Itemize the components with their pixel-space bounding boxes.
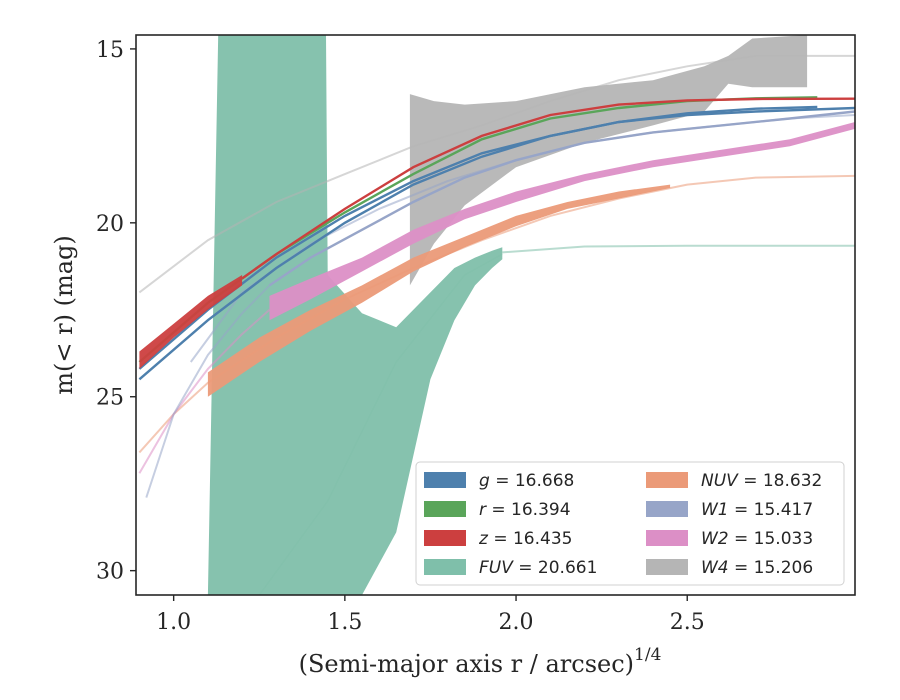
series-w4-band [409, 35, 808, 286]
legend: g = 16.668 r = 16.394 z = 16.435 FUV = 20.6… [415, 461, 845, 586]
series-fuv-line [258, 253, 503, 595]
series-z-line [241, 97, 855, 280]
legend-label-r: r = 16.394 [479, 500, 571, 520]
legend-label-z: z = 16.435 [478, 529, 572, 549]
legend-label-w1: W1 = 15.417 [701, 500, 813, 520]
legend-label-w2: W2 = 15.033 [701, 529, 813, 549]
legend-swatch-z [424, 530, 466, 546]
series-w1-extrapolation [145, 284, 271, 498]
x-tick-label: 1.5 [327, 610, 362, 635]
x-axis-title: (Semi-major axis r / arcsec)1/4 [299, 645, 662, 678]
legend-label-w4: W4 = 15.206 [701, 558, 813, 578]
series-w2-band [269, 122, 855, 321]
legend-swatch-g [424, 472, 466, 488]
x-axis-title-sup: 1/4 [634, 645, 661, 665]
x-tick-label: 2.5 [670, 610, 705, 635]
y-tick-label: 25 [96, 386, 124, 411]
y-axis: 15 20 25 30 [96, 38, 136, 585]
series-w2-extrapolation [138, 309, 271, 474]
legend-swatch-w1 [646, 501, 688, 517]
series-g-line-2 [138, 106, 855, 370]
legend-swatch-w2 [646, 530, 688, 546]
plot-frame [135, 34, 856, 596]
legend-label-g: g = 16.668 [479, 471, 574, 491]
y-tick-label: 15 [96, 38, 124, 63]
series-g-line [138, 105, 818, 381]
legend-swatch-nuv [646, 472, 688, 488]
series-fuv-extrapolation [502, 244, 855, 254]
legend-frame [415, 461, 845, 586]
legend-swatch-w4 [646, 559, 688, 575]
series-z-band [139, 275, 243, 369]
series-fuv-band [207, 35, 503, 595]
x-axis: 1.0 1.5 2.0 2.5 [156, 595, 705, 635]
y-tick-label: 30 [96, 560, 124, 585]
x-axis-title-text: (Semi-major axis r / arcsec) [299, 650, 634, 678]
y-tick-label: 20 [96, 212, 124, 237]
series-w1-line [268, 110, 855, 287]
legend-label-fuv: FUV = 20.661 [479, 558, 597, 578]
legend-swatch-fuv [424, 559, 466, 575]
y-axis-title: m(< r) (mag) [50, 235, 78, 394]
legend-swatch-r [424, 501, 466, 517]
legend-label-nuv: NUV = 18.632 [701, 471, 822, 491]
plot-area [138, 35, 855, 595]
x-tick-label: 2.0 [499, 610, 534, 635]
x-tick-label: 1.0 [156, 610, 191, 635]
